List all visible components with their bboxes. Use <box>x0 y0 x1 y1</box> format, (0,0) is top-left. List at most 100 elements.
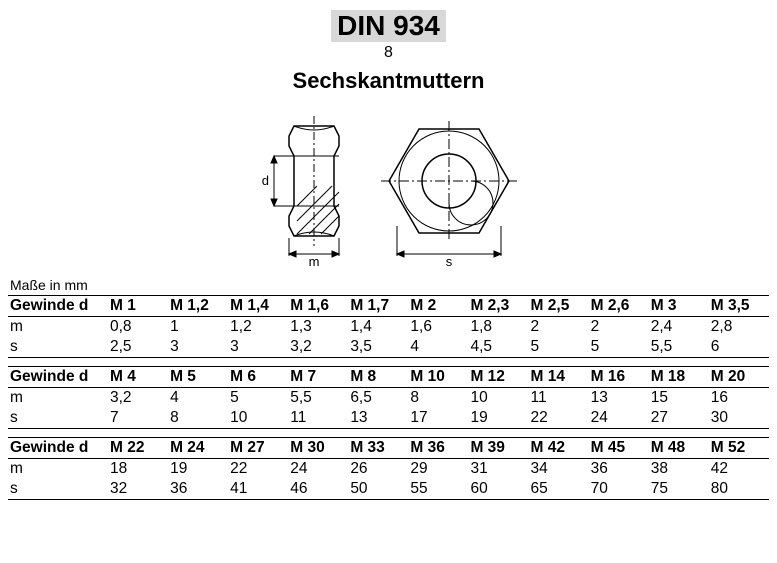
cell-s: 30 <box>709 408 769 429</box>
thread-size: M 12 <box>468 367 528 388</box>
cell-s: 6 <box>709 337 769 358</box>
thread-size: M 1,2 <box>168 296 228 317</box>
cell-m: 38 <box>649 459 709 479</box>
cell-m: 10 <box>468 388 528 408</box>
cell-m: 2,8 <box>709 317 769 337</box>
cell-m: 1 <box>168 317 228 337</box>
cell-m: 1,6 <box>408 317 468 337</box>
thread-size: M 42 <box>529 438 589 459</box>
cell-m: 2,4 <box>649 317 709 337</box>
thread-size: M 4 <box>108 367 168 388</box>
thread-size: M 7 <box>288 367 348 388</box>
nut-diagram-svg: d m <box>239 106 539 266</box>
thread-size: M 22 <box>108 438 168 459</box>
cell-m: 16 <box>709 388 769 408</box>
cell-m: 5,5 <box>288 388 348 408</box>
row-label-m: m <box>8 459 108 479</box>
cell-s: 50 <box>348 479 408 500</box>
cell-m: 11 <box>529 388 589 408</box>
cell-s: 3,2 <box>288 337 348 358</box>
cell-m: 22 <box>228 459 288 479</box>
thread-size: M 1,6 <box>288 296 348 317</box>
dimensions-table: Gewinde dM 1M 1,2M 1,4M 1,6M 1,7M 2M 2,3… <box>8 295 769 500</box>
cell-m: 24 <box>288 459 348 479</box>
cell-m: 4 <box>168 388 228 408</box>
cell-s: 3,5 <box>348 337 408 358</box>
units-caption: Maße in mm <box>10 277 769 293</box>
cell-s: 41 <box>228 479 288 500</box>
thread-size: M 24 <box>168 438 228 459</box>
cell-m: 6,5 <box>348 388 408 408</box>
thread-size: M 27 <box>228 438 288 459</box>
cell-s: 7 <box>108 408 168 429</box>
row-label-thread: Gewinde d <box>8 296 108 317</box>
row-label-s: s <box>8 337 108 358</box>
cell-m: 18 <box>108 459 168 479</box>
thread-size: M 30 <box>288 438 348 459</box>
cell-m: 2 <box>529 317 589 337</box>
cell-m: 0,8 <box>108 317 168 337</box>
thread-size: M 16 <box>589 367 649 388</box>
cell-s: 75 <box>649 479 709 500</box>
thread-size: M 3,5 <box>709 296 769 317</box>
row-label-thread: Gewinde d <box>8 367 108 388</box>
cell-s: 19 <box>468 408 528 429</box>
thread-size: M 14 <box>529 367 589 388</box>
cell-s: 5 <box>529 337 589 358</box>
dim-s-label: s <box>445 254 452 266</box>
thread-size: M 8 <box>348 367 408 388</box>
cell-m: 26 <box>348 459 408 479</box>
thread-size: M 2,6 <box>589 296 649 317</box>
cell-s: 32 <box>108 479 168 500</box>
cell-s: 4,5 <box>468 337 528 358</box>
header: DIN 934 8 Sechskantmuttern <box>8 10 769 94</box>
cell-m: 34 <box>529 459 589 479</box>
cell-m: 3,2 <box>108 388 168 408</box>
thread-size: M 39 <box>468 438 528 459</box>
grade: 8 <box>8 44 769 62</box>
row-label-m: m <box>8 317 108 337</box>
thread-size: M 36 <box>408 438 468 459</box>
cell-s: 2,5 <box>108 337 168 358</box>
cell-s: 4 <box>408 337 468 358</box>
thread-size: M 3 <box>649 296 709 317</box>
cell-m: 29 <box>408 459 468 479</box>
cell-s: 36 <box>168 479 228 500</box>
thread-size: M 52 <box>709 438 769 459</box>
cell-m: 1,4 <box>348 317 408 337</box>
row-label-thread: Gewinde d <box>8 438 108 459</box>
thread-size: M 2,3 <box>468 296 528 317</box>
cell-m: 31 <box>468 459 528 479</box>
thread-size: M 6 <box>228 367 288 388</box>
cell-m: 15 <box>649 388 709 408</box>
cell-s: 17 <box>408 408 468 429</box>
thread-size: M 48 <box>649 438 709 459</box>
row-label-s: s <box>8 408 108 429</box>
cell-s: 65 <box>529 479 589 500</box>
part-title: Sechskantmuttern <box>8 68 769 94</box>
cell-m: 1,3 <box>288 317 348 337</box>
cell-m: 36 <box>589 459 649 479</box>
cell-s: 27 <box>649 408 709 429</box>
cell-s: 5,5 <box>649 337 709 358</box>
row-label-m: m <box>8 388 108 408</box>
thread-size: M 10 <box>408 367 468 388</box>
cell-s: 22 <box>529 408 589 429</box>
cell-s: 3 <box>228 337 288 358</box>
cell-m: 13 <box>589 388 649 408</box>
cell-m: 8 <box>408 388 468 408</box>
cell-s: 13 <box>348 408 408 429</box>
thread-size: M 1,7 <box>348 296 408 317</box>
cell-s: 10 <box>228 408 288 429</box>
cell-s: 60 <box>468 479 528 500</box>
cell-s: 3 <box>168 337 228 358</box>
standard-title: DIN 934 <box>331 10 446 42</box>
cell-m: 42 <box>709 459 769 479</box>
technical-diagram: d m <box>8 106 769 271</box>
thread-size: M 1,4 <box>228 296 288 317</box>
thread-size: M 18 <box>649 367 709 388</box>
cell-s: 11 <box>288 408 348 429</box>
cell-m: 1,2 <box>228 317 288 337</box>
cell-m: 19 <box>168 459 228 479</box>
cell-s: 70 <box>589 479 649 500</box>
